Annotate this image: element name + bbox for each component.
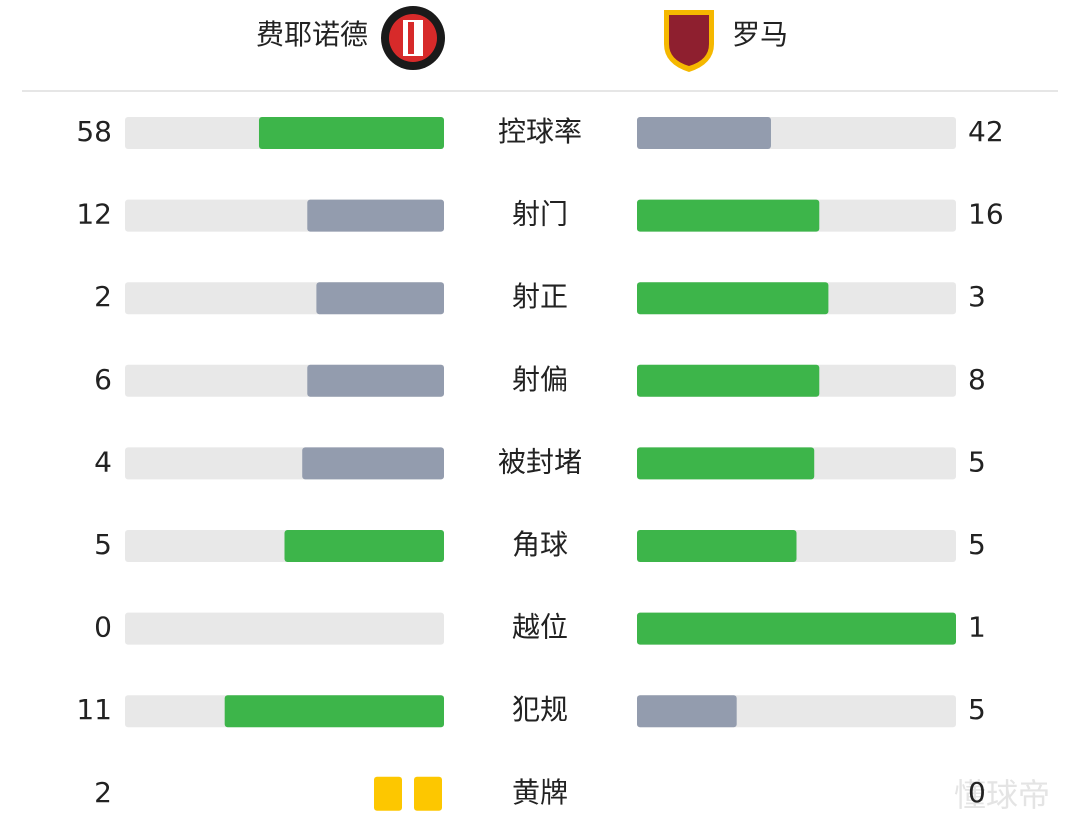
home-value: 58 xyxy=(76,115,112,148)
home-track xyxy=(125,612,444,645)
home-bar xyxy=(258,117,444,149)
away-value: 3 xyxy=(968,280,986,313)
home-value: 12 xyxy=(76,198,112,231)
home-card xyxy=(414,776,442,811)
stat-label: 被封堵 xyxy=(498,445,582,478)
away-bar xyxy=(637,612,956,645)
away-bar xyxy=(637,447,815,480)
watermark: 懂球帝 xyxy=(954,776,1050,814)
away-value: 1 xyxy=(968,611,986,644)
home-value: 11 xyxy=(76,693,112,726)
away-bar xyxy=(637,695,737,728)
home-value: 5 xyxy=(94,528,112,561)
home-bar xyxy=(307,364,444,397)
away-team: 罗马 xyxy=(732,18,788,51)
home-bar xyxy=(302,447,444,480)
home-value: 4 xyxy=(94,445,112,478)
home-bar xyxy=(284,530,444,562)
away-bar xyxy=(637,364,820,397)
home-bar xyxy=(307,199,444,232)
home-team: 费耶诺德 xyxy=(256,18,368,51)
away-value: 5 xyxy=(968,528,986,561)
away-bar xyxy=(637,199,820,232)
home-value: 0 xyxy=(94,611,112,644)
away-bar xyxy=(637,530,797,562)
away-value: 0 xyxy=(968,776,986,809)
home-value: 6 xyxy=(94,363,112,396)
home-card xyxy=(374,776,402,811)
stat-label: 越位 xyxy=(512,611,568,644)
home-logo xyxy=(381,6,445,70)
away-value: 5 xyxy=(968,445,986,478)
stat-label: 黄牌 xyxy=(512,776,568,809)
away-bar xyxy=(637,117,771,149)
stat-label: 角球 xyxy=(512,528,568,561)
away-value: 16 xyxy=(968,198,1004,231)
home-bar xyxy=(316,282,444,315)
away-logo xyxy=(664,10,714,72)
stat-label: 犯规 xyxy=(512,693,568,726)
stat-label: 射正 xyxy=(512,280,568,313)
stat-label: 射偏 xyxy=(512,363,568,396)
away-bar xyxy=(637,282,829,315)
away-value: 42 xyxy=(968,115,1004,148)
away-value: 5 xyxy=(968,693,986,726)
stat-label: 射门 xyxy=(512,198,568,231)
home-bar xyxy=(224,695,444,728)
home-value: 2 xyxy=(94,776,112,809)
away-value: 8 xyxy=(968,363,986,396)
home-value: 2 xyxy=(94,280,112,313)
stat-label: 控球率 xyxy=(498,115,582,148)
